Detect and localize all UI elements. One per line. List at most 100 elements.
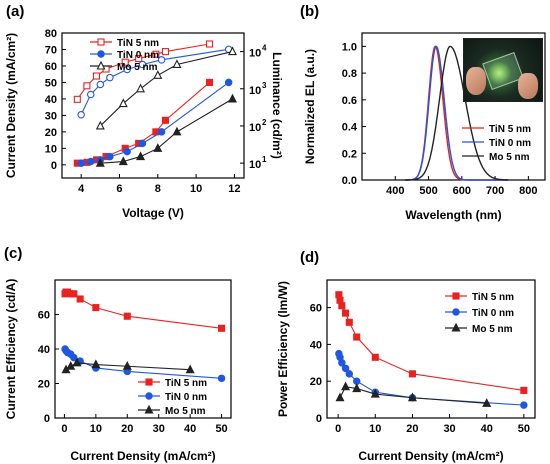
a-x-tick-label: 4 <box>78 183 85 195</box>
b-y-tick-label: 0.4 <box>342 122 358 134</box>
d-data-point <box>407 392 417 402</box>
d-data-point <box>342 309 350 317</box>
a-data-point <box>77 159 85 167</box>
a-legend-label: TiN 5 nm <box>117 38 159 49</box>
a-right-y-tick-exponent: 1 <box>262 155 267 164</box>
c-legend-label: TiN 0 nm <box>165 392 207 403</box>
c-data-point <box>91 359 101 369</box>
c-legend-marker <box>145 378 153 386</box>
d-data-point <box>370 388 380 398</box>
b-panel-label: (b) <box>300 3 319 20</box>
c-data-point <box>70 290 78 298</box>
c-data-point <box>92 304 100 312</box>
c-data-point <box>123 312 131 320</box>
d-data-point <box>335 392 345 402</box>
d-legend-marker <box>451 322 461 332</box>
c-y-tick-label: 60 <box>38 310 50 322</box>
c-y-tick-label: 40 <box>38 344 50 356</box>
a-x-tick-label: 12 <box>228 183 240 195</box>
a-data-point <box>153 70 163 79</box>
d-series-line-1 <box>338 353 524 406</box>
a-data-point <box>96 80 105 89</box>
d-y-tick-label: 20 <box>310 376 322 388</box>
c-legend-label: TiN 5 nm <box>165 378 207 389</box>
a-right-y-tick-label: 10 <box>249 159 261 171</box>
d-y-axis-label: Power Efficiency (lm/W) <box>276 281 290 417</box>
a-data-point <box>161 48 170 56</box>
a-data-point <box>106 152 114 161</box>
b-y-axis-label: Normalized EL (a.u.) <box>303 49 317 164</box>
d-data-point <box>341 364 350 373</box>
d-legend-marker <box>452 308 460 316</box>
d-x-tick-label: 10 <box>369 423 381 435</box>
a-legend-label: TiN 0 nm <box>117 50 159 61</box>
b-y-tick-label: 0.0 <box>342 175 357 187</box>
a-right-y-tick-exponent: 3 <box>262 81 267 90</box>
a-data-point <box>161 116 170 124</box>
c-legend-marker <box>144 404 154 414</box>
a-data-point <box>92 72 101 80</box>
c-series-line-0 <box>64 291 222 329</box>
a-y-tick-label: 10 <box>45 143 57 155</box>
c-panel-label: (c) <box>4 245 22 262</box>
c-x-tick-label: 20 <box>121 423 133 435</box>
d-legend-label: TiN 5 nm <box>472 292 514 303</box>
a-data-point <box>205 78 214 86</box>
d-legend-label: Mo 5 nm <box>472 324 513 335</box>
a-data-point <box>106 73 114 82</box>
c-data-point <box>76 295 84 303</box>
a-data-point <box>228 93 238 103</box>
c-x-tick-label: 30 <box>153 423 165 435</box>
b-x-tick-label: 800 <box>519 185 537 197</box>
a-data-point <box>118 98 128 108</box>
d-x-tick-label: 0 <box>335 423 341 435</box>
a-legend-marker <box>97 38 105 46</box>
a-data-point <box>138 60 147 69</box>
a-right-y-tick-label: 10 <box>249 48 261 60</box>
a-data-point <box>138 139 147 148</box>
finger-right <box>518 73 538 99</box>
c-data-point <box>72 357 82 367</box>
d-x-tick-label: 50 <box>518 423 530 435</box>
b-spectrum-2 <box>405 45 509 181</box>
a-data-point <box>157 128 166 136</box>
c-data-point <box>217 374 226 383</box>
a-data-point <box>95 157 105 167</box>
d-data-point <box>345 370 354 378</box>
c-x-tick-label: 40 <box>184 423 196 435</box>
a-data-point <box>172 59 182 69</box>
a-legend-marker <box>97 50 105 58</box>
d-x-axis-label: Current Density (mA/cm²) <box>358 449 503 463</box>
c-x-tick-label: 10 <box>90 423 102 435</box>
a-plot-frame <box>61 32 245 179</box>
a-data-point <box>95 120 105 130</box>
a-data-point <box>77 111 85 119</box>
d-data-point <box>482 398 492 407</box>
a-right-y-axis-label: Luminance (cd/m²) <box>270 52 284 159</box>
b-y-tick-label: 0.6 <box>342 95 357 107</box>
c-y-axis-label: Current Efficiency (cd/A) <box>4 279 18 420</box>
d-data-point <box>353 333 361 341</box>
a-y-tick-label: 40 <box>45 94 57 106</box>
c-x-tick-label: 50 <box>215 423 227 435</box>
a-data-point <box>152 50 160 58</box>
a-data-point <box>83 82 91 90</box>
a-x-axis-label: Voltage (V) <box>122 206 184 220</box>
a-series-line-2 <box>100 98 233 164</box>
d-data-point <box>338 359 346 367</box>
b-x-axis-label: Wavelength (nm) <box>405 208 501 222</box>
b-x-tick-label: 500 <box>419 185 437 197</box>
a-series-line-0 <box>77 82 210 164</box>
b-legend-label: TiN 0 nm <box>489 138 531 149</box>
c-legend-label: Mo 5 nm <box>165 406 206 417</box>
a-y-tick-label: 0 <box>51 160 57 172</box>
a-right-y-tick-label: 10 <box>249 85 261 97</box>
c-data-point <box>185 364 195 374</box>
a-legend-label: Mo 5 nm <box>117 62 158 73</box>
c-y-tick-label: 0 <box>44 413 50 425</box>
a-x-tick-label: 8 <box>155 183 161 195</box>
a-data-point <box>135 54 143 63</box>
finger-left <box>466 67 486 95</box>
b-x-tick-label: 600 <box>453 185 471 197</box>
